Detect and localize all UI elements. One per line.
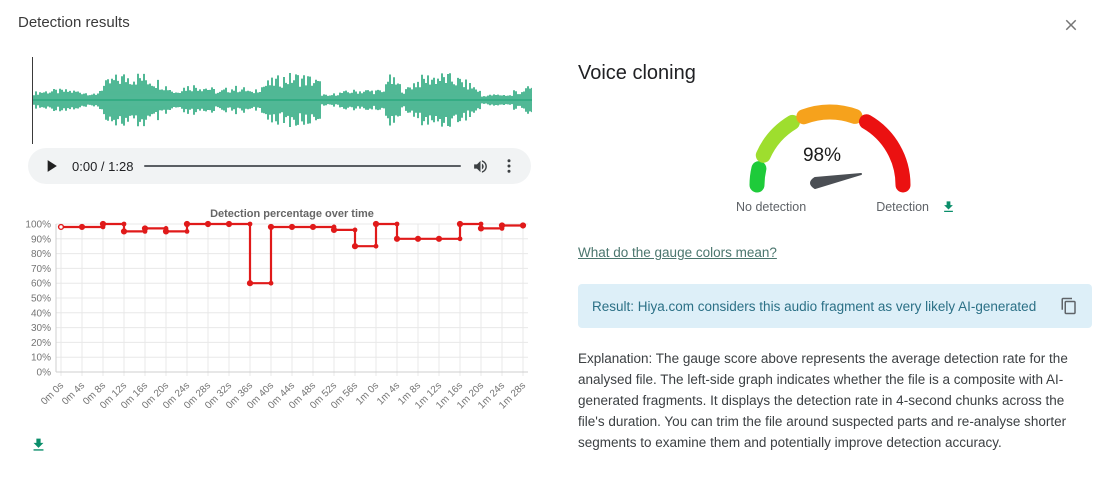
gauge-right-label: Detection [876, 200, 929, 214]
volume-icon[interactable] [472, 158, 489, 175]
svg-text:1m 4s: 1m 4s [375, 380, 402, 407]
gauge-colors-link-row: What do the gauge colors mean? [578, 245, 1092, 260]
svg-text:0m 0s: 0m 0s [39, 380, 66, 407]
svg-text:100%: 100% [25, 220, 51, 231]
gauge-segment [796, 104, 863, 125]
result-text: Result: Hiya.com considers this audio fr… [592, 298, 1037, 314]
close-button[interactable] [1060, 14, 1082, 36]
svg-text:90%: 90% [31, 234, 51, 245]
gauge: 98% No detection Detection [710, 97, 960, 215]
svg-text:60%: 60% [31, 279, 51, 290]
chart-grid [55, 223, 528, 376]
svg-text:80%: 80% [31, 249, 51, 260]
gauge-svg: 98% [749, 104, 911, 193]
panel-heading: Voice cloning [578, 62, 696, 84]
gauge-left-label: No detection [736, 200, 807, 214]
waveform[interactable] [32, 57, 532, 144]
svg-text:Detection percentage over time: Detection percentage over time [210, 208, 374, 220]
gauge-segment [749, 161, 767, 193]
detection-chart-svg: Detection percentage over time 100% 90% 80%… [25, 208, 528, 411]
download-icon [944, 201, 953, 212]
detection-chart: Detection percentage over time 100% 90% 80%… [18, 206, 534, 418]
svg-text:1m 0s: 1m 0s [354, 380, 381, 407]
audio-player[interactable]: 0:00 / 1:28 [28, 148, 531, 184]
svg-text:70%: 70% [31, 264, 51, 275]
player-menu-icon[interactable] [500, 157, 518, 175]
seek-bar[interactable] [144, 165, 461, 167]
gauge-needle [810, 173, 862, 189]
svg-text:20%: 20% [31, 338, 51, 349]
player-time: 0:00 / 1:28 [72, 158, 134, 174]
gauge-segment [755, 114, 800, 163]
copy-icon [1061, 297, 1076, 315]
svg-text:0%: 0% [37, 368, 52, 379]
copy-button[interactable] [1060, 297, 1078, 315]
gauge-colors-link[interactable]: What do the gauge colors mean? [578, 245, 777, 260]
svg-text:30%: 30% [31, 323, 51, 334]
svg-text:40%: 40% [31, 308, 51, 319]
gauge-value: 98% [803, 145, 841, 166]
page-title: Detection results [18, 14, 130, 31]
chart-download-button[interactable] [30, 436, 47, 454]
svg-text:0m 4s: 0m 4s [60, 380, 87, 407]
result-box: Result: Hiya.com considers this audio fr… [578, 284, 1092, 328]
chart-markers [57, 220, 527, 287]
result-panel: Voice cloning 98% No detection Detection… [578, 62, 1092, 467]
gauge-segment [859, 114, 911, 193]
gauge-labels: No detection Detection [710, 197, 960, 215]
download-icon [33, 438, 44, 451]
audio-analysis-column: 0:00 / 1:28 Detection percentage over ti… [25, 57, 534, 459]
waveform-image [32, 73, 532, 127]
gauge-download-button[interactable] [941, 199, 956, 215]
play-icon[interactable] [41, 156, 61, 176]
close-icon [1065, 19, 1077, 31]
svg-text:50%: 50% [31, 294, 51, 305]
svg-text:10%: 10% [31, 353, 51, 364]
waveform-cursor[interactable] [32, 57, 33, 144]
explanation-text: Explanation: The gauge score above repre… [578, 351, 1068, 451]
